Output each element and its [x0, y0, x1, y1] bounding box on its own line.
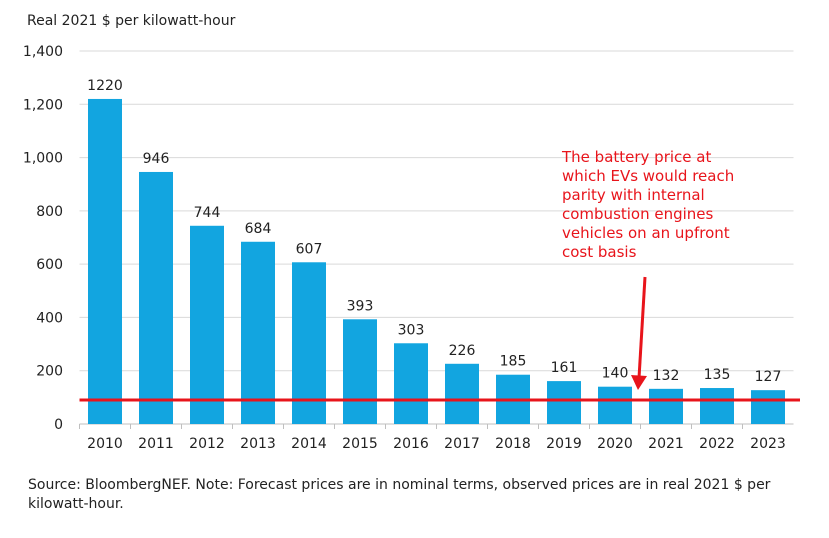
annotation-text-line: cost basis — [562, 243, 637, 261]
bar-2023 — [751, 390, 785, 424]
annotation-arrow-shaft — [637, 276, 647, 379]
data-label-2018: 185 — [500, 354, 527, 370]
y-tick-label: 400 — [36, 310, 63, 326]
data-label-2021: 132 — [653, 368, 680, 384]
annotation-text-line: vehicles on an upfront — [562, 224, 730, 242]
y-tick-label: 1,200 — [23, 97, 63, 113]
annotation-text-line: parity with internal — [562, 186, 705, 204]
bar-2011 — [139, 171, 173, 424]
y-tick-label: 200 — [36, 364, 63, 380]
bar-2017 — [445, 363, 479, 424]
y-axis-label: Real 2021 $ per kilowatt-hour — [27, 13, 236, 29]
x-tick-label: 2018 — [495, 436, 531, 452]
data-label-2020: 140 — [602, 366, 629, 382]
x-tick-label: 2012 — [189, 436, 225, 452]
bar-2016 — [394, 343, 428, 424]
bar-2022 — [700, 388, 734, 424]
x-tick-label: 2023 — [750, 436, 786, 452]
y-tick-label: 600 — [36, 257, 63, 273]
bar-2021 — [649, 388, 683, 424]
x-tick-label: 2013 — [240, 436, 276, 452]
data-label-2013: 684 — [245, 221, 272, 237]
annotation-arrow-head — [631, 375, 647, 390]
data-label-2011: 946 — [143, 151, 170, 167]
y-tick-label: 0 — [54, 417, 63, 433]
data-label-2016: 303 — [398, 322, 425, 338]
bar-2013 — [241, 241, 275, 424]
x-tick-label: 2016 — [393, 436, 429, 452]
x-tick-label: 2019 — [546, 436, 582, 452]
data-label-2014: 607 — [296, 241, 323, 257]
x-tick-label: 2014 — [291, 436, 327, 452]
bar-2020 — [598, 386, 632, 424]
x-tick-label: 2022 — [699, 436, 735, 452]
bar-2014 — [292, 262, 326, 424]
x-tick-label: 2015 — [342, 436, 378, 452]
data-label-2017: 226 — [449, 343, 476, 359]
bar-2012 — [190, 225, 224, 424]
y-tick-label: 800 — [36, 204, 63, 220]
data-label-2010: 1220 — [87, 78, 123, 94]
x-tick-label: 2020 — [597, 436, 633, 452]
x-tick-label: 2017 — [444, 436, 480, 452]
bar-2010 — [88, 98, 122, 424]
y-tick-label: 1,400 — [23, 44, 63, 60]
source-note: Source: BloombergNEF. Note: Forecast pri… — [28, 477, 771, 512]
x-tick-label: 2011 — [138, 436, 174, 452]
bar-2015 — [343, 319, 377, 424]
bar-2019 — [547, 381, 581, 424]
data-label-2012: 744 — [194, 205, 221, 221]
data-label-2019: 161 — [551, 360, 578, 376]
annotation-text-line: combustion engines — [562, 205, 714, 223]
data-label-2015: 393 — [347, 298, 374, 314]
y-tick-label: 1,000 — [23, 151, 63, 167]
annotation-text-line: which EVs would reach — [562, 167, 734, 185]
x-tick-label: 2010 — [87, 436, 123, 452]
data-label-2023: 127 — [755, 369, 782, 385]
annotation-text-line: The battery price at — [561, 148, 711, 166]
data-label-2022: 135 — [704, 367, 731, 383]
x-tick-label: 2021 — [648, 436, 684, 452]
